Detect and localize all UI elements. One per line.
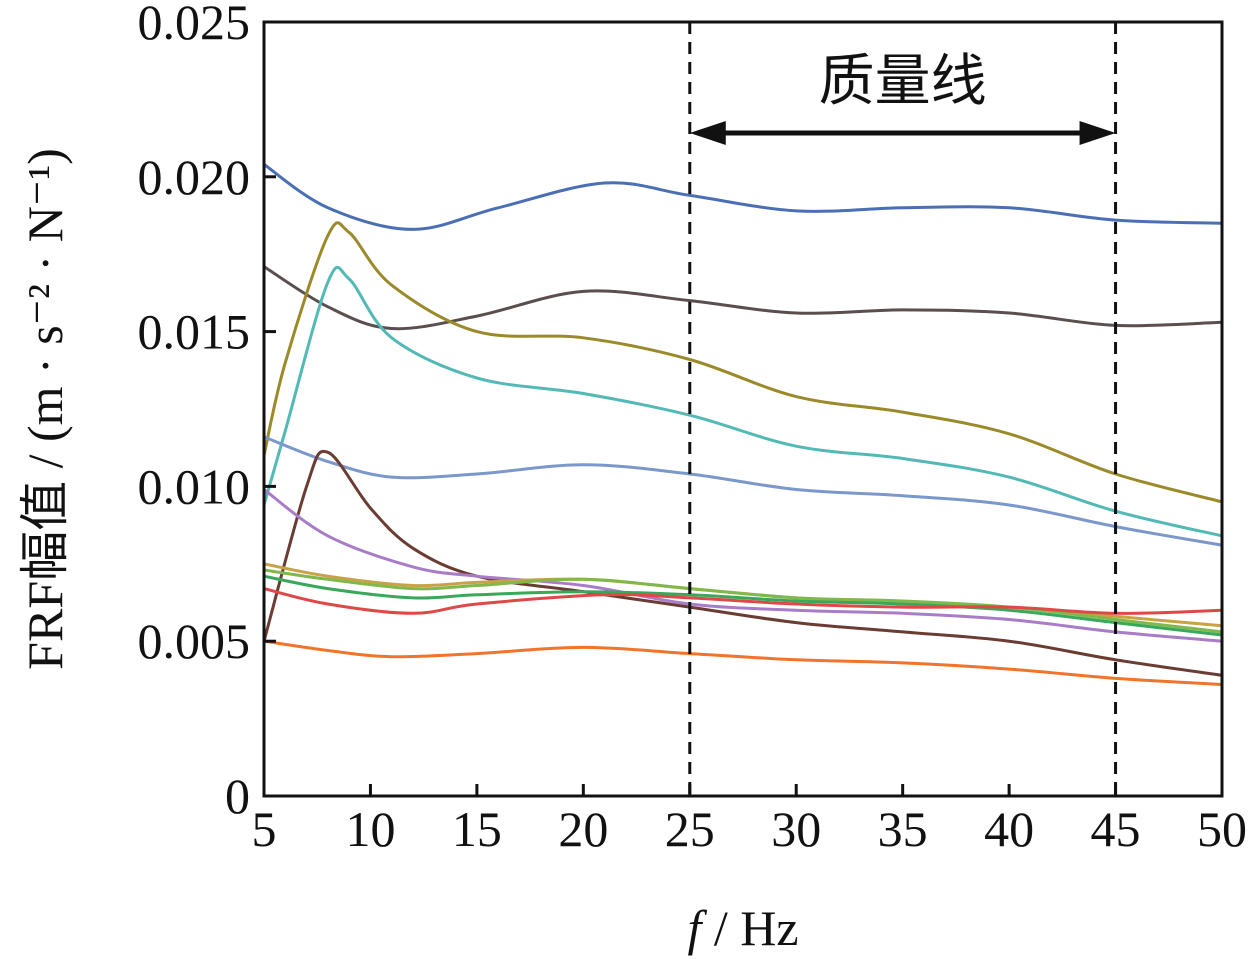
x-tick-label: 20	[558, 801, 608, 857]
y-tick-label: 0	[225, 768, 250, 824]
x-tick-label: 50	[1197, 801, 1247, 857]
y-axis-title: FRF幅值 / (m · s⁻² · N⁻¹)	[17, 148, 73, 670]
series-line-5	[263, 435, 1223, 547]
x-tick-label: 10	[345, 801, 395, 857]
series-line-1	[263, 163, 1223, 231]
x-tick-label: 5	[252, 801, 277, 857]
series-line-9	[263, 568, 1223, 634]
x-tick-label: 40	[984, 801, 1034, 857]
mass-line-annotation: 质量线	[688, 22, 1118, 796]
x-tick-label: 45	[1091, 801, 1141, 857]
x-axis-title: f / Hz	[687, 900, 798, 956]
x-tick-label: 30	[771, 801, 821, 857]
mass-line-label: 质量线	[819, 49, 987, 114]
axis-ticks: 5 10 15 20 25 30 35 40 45 50 0 0.005 0.010 0.015 0.020…	[138, 0, 1248, 857]
x-tick-label: 25	[665, 801, 715, 857]
y-tick-label: 0.015	[138, 304, 251, 360]
y-tick-label: 0.025	[138, 0, 251, 50]
series-line-6	[262, 449, 1223, 677]
series-line-2	[263, 265, 1223, 331]
arrow-head-right	[1079, 121, 1116, 145]
series-line-3	[262, 221, 1223, 504]
x-tick-label: 35	[878, 801, 928, 857]
y-tick-label: 0.005	[138, 613, 251, 669]
series-line-12	[263, 639, 1223, 686]
series-line-11	[263, 587, 1223, 615]
series-line-7	[263, 488, 1223, 643]
plot-frame	[262, 20, 1224, 798]
x-axis-title-unit: / Hz	[701, 900, 798, 956]
series-line-10	[263, 574, 1223, 637]
y-tick-label: 0.020	[138, 149, 251, 205]
x-tick-label: 15	[452, 801, 502, 857]
arrow-head-left	[689, 121, 726, 145]
y-tick-label: 0.010	[138, 458, 251, 514]
series-layer	[262, 163, 1223, 686]
series-line-4	[262, 266, 1223, 538]
